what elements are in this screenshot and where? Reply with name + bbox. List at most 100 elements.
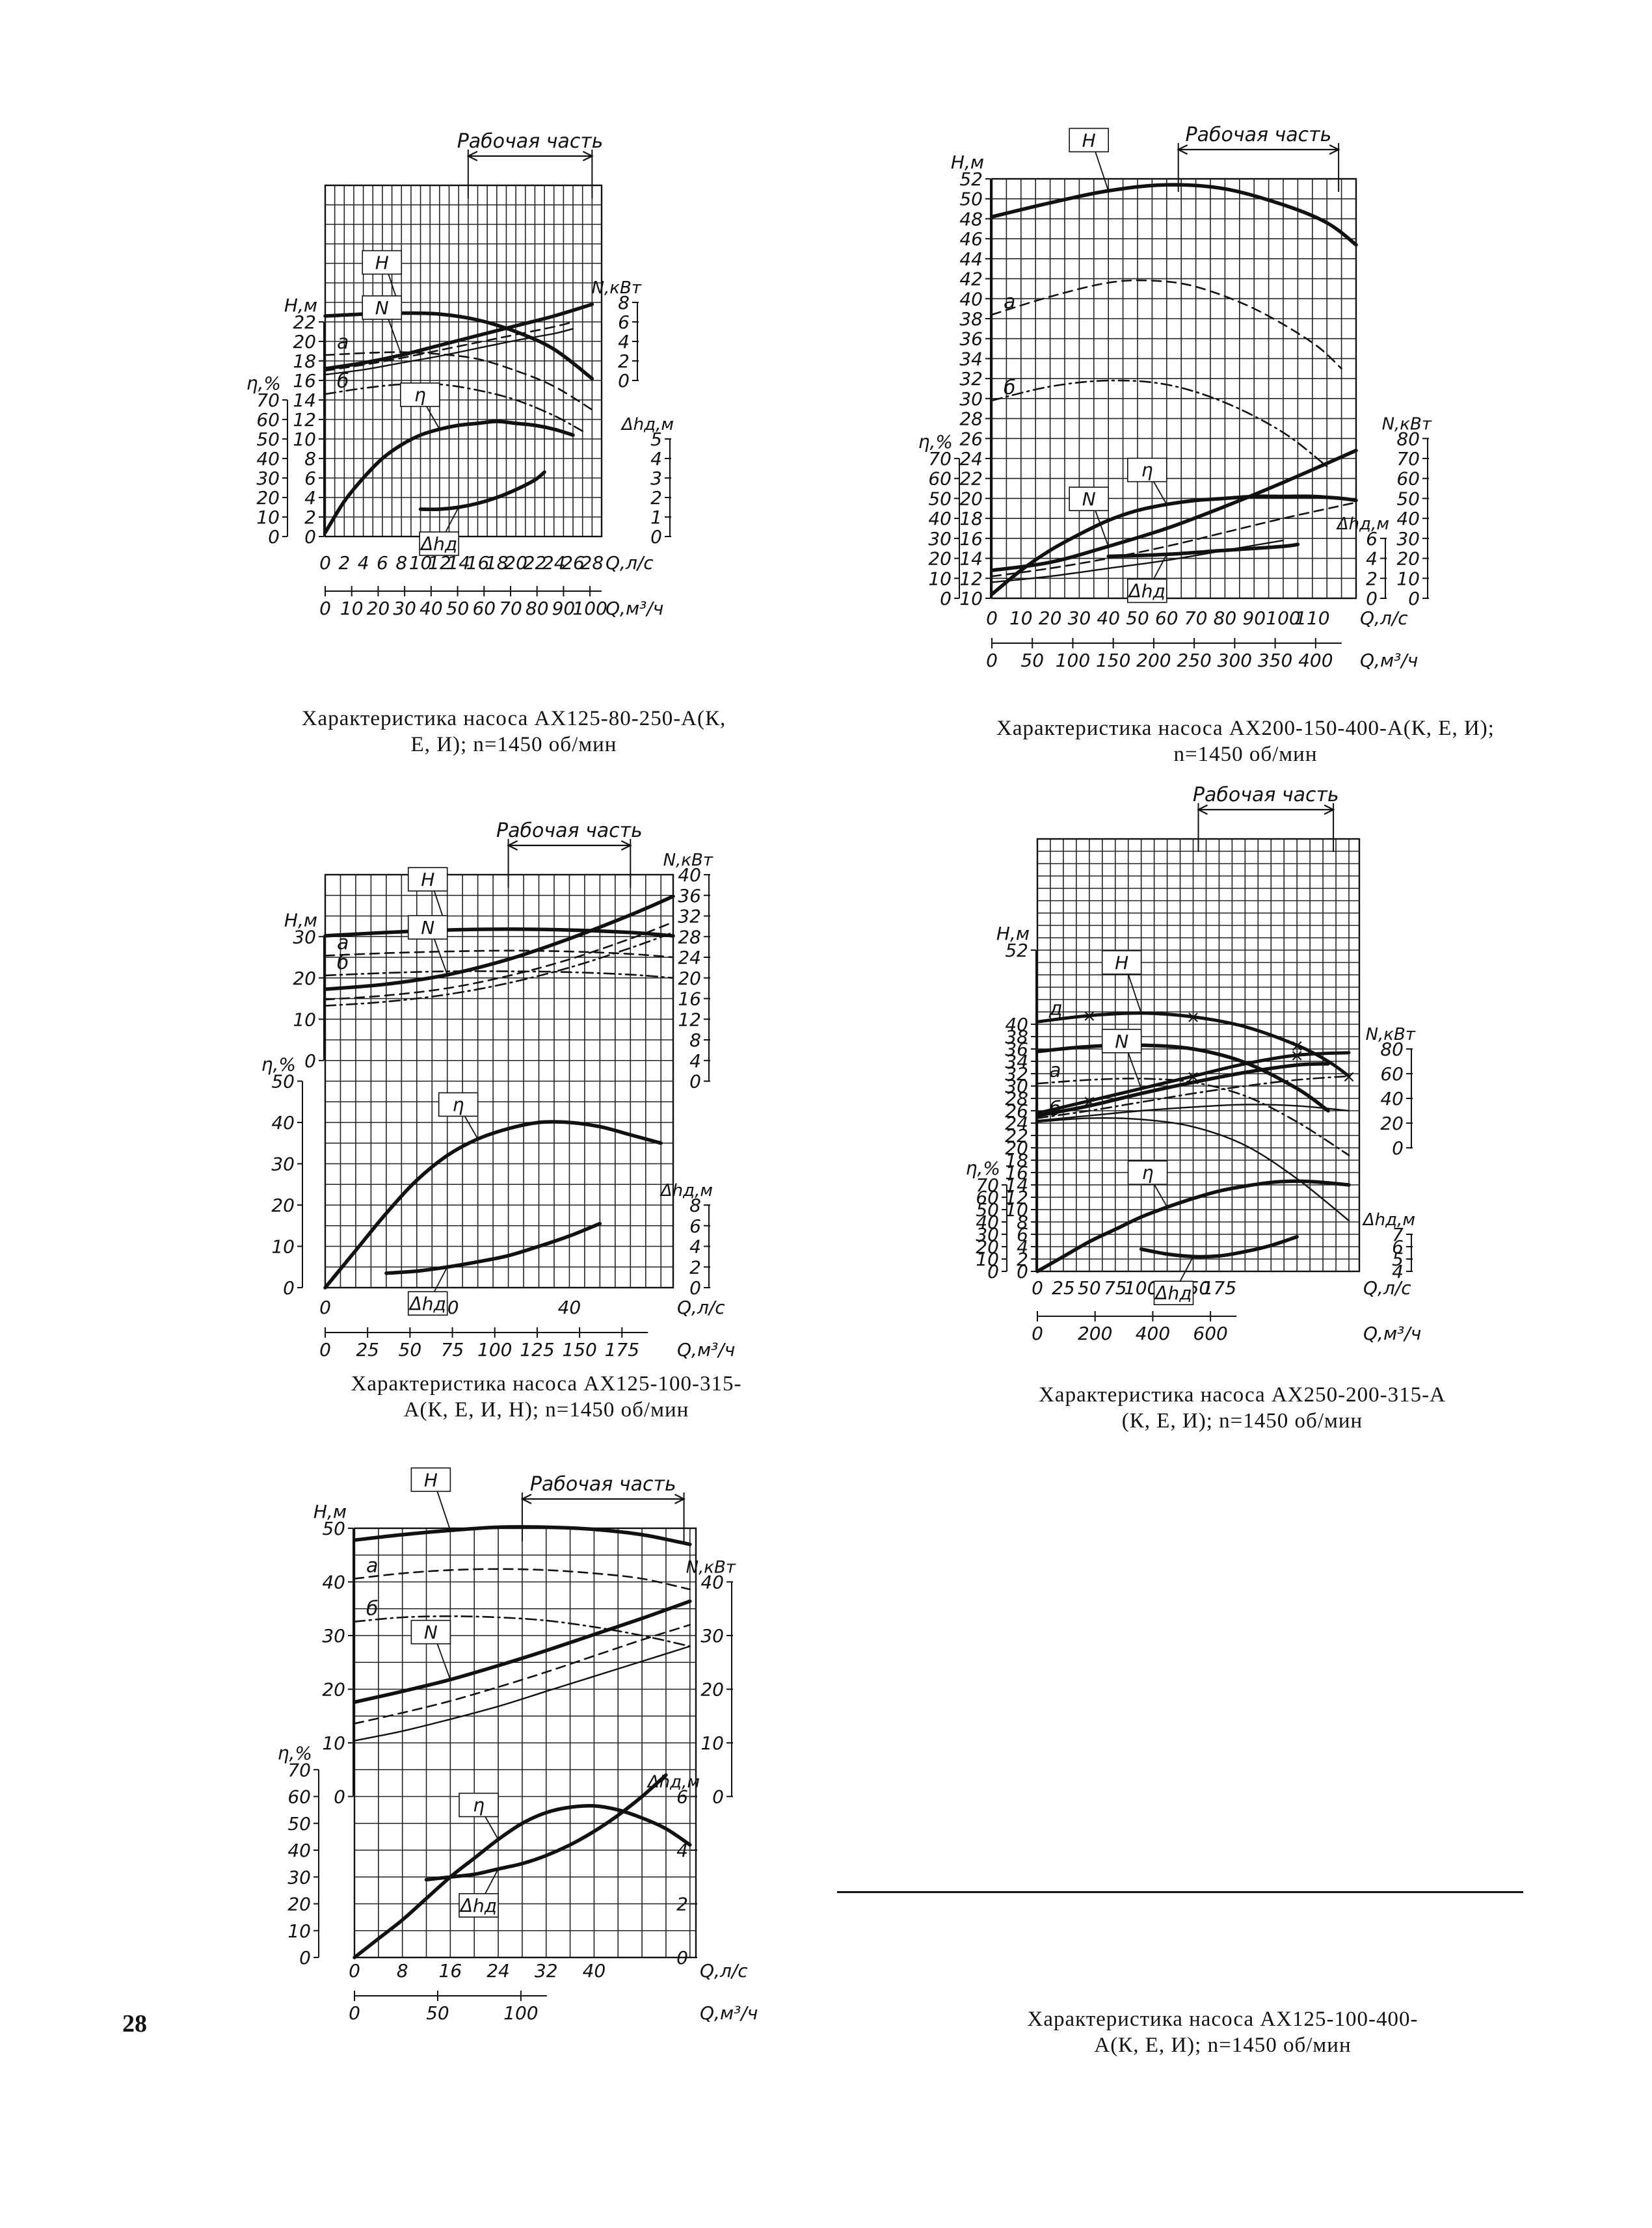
H-tick-label: 6 [304, 468, 316, 489]
H-tick-label: 10 [293, 1009, 316, 1030]
eta-tick-label: 50 [256, 429, 280, 450]
H-tick-label: 16 [293, 370, 316, 391]
N-tick-label: 20 [1380, 1113, 1404, 1134]
x-tick-label: 0 [349, 1960, 360, 1982]
x2-tick-label: 25 [356, 1339, 379, 1360]
plot-frame [991, 178, 1357, 600]
x2-tick-label: 175 [605, 1339, 639, 1360]
x-tick-label: 80 [1214, 607, 1237, 629]
eta-tick-label: 40 [271, 1112, 295, 1134]
plot-frame [324, 184, 603, 538]
H-tick-label: 20 [293, 968, 316, 989]
N-callout-line [1127, 1052, 1142, 1089]
H-tick-label: 22 [959, 468, 983, 490]
x-tick-label: 25 [1052, 1277, 1075, 1299]
H-curve [991, 379, 1328, 468]
H-tick-label: 30 [1005, 1076, 1028, 1097]
eta-curve [990, 494, 1358, 596]
curve-letter-label: а [366, 1555, 378, 1578]
x2-tick-label: 80 [526, 598, 549, 619]
N-tick-label: 16 [678, 988, 701, 1010]
N-curve [1036, 1075, 1350, 1119]
x2-tick-label: 150 [562, 1339, 596, 1360]
x-tick-label: 22 [524, 552, 547, 574]
caption-line: А(К, Е, И); n=1450 об/мин [1094, 2034, 1352, 2057]
H-tick-label: 12 [959, 568, 983, 589]
H-callout-label: Н [375, 252, 389, 274]
H-tick-label: 40 [1005, 1014, 1028, 1035]
x2-tick-label: 0 [986, 650, 998, 671]
H-tick-label: 8 [1017, 1212, 1028, 1233]
H-tick-label: 18 [959, 508, 983, 529]
eta-callout-line [426, 406, 440, 430]
eta-tick-label: 40 [287, 1840, 311, 1861]
eta-tick-label: 50 [928, 488, 952, 509]
N-tick-label: 24 [678, 947, 701, 968]
dh-tick-label: 2 [650, 487, 662, 509]
H-tick-label: 18 [1005, 1150, 1028, 1171]
N-callout-label: N [421, 917, 434, 938]
eta-tick-label: 0 [940, 588, 952, 609]
H-tick-label: 0 [1017, 1261, 1028, 1282]
work-zone-label: Рабочая часть [457, 130, 604, 153]
N-axis-title: N,кВт [1366, 1025, 1416, 1044]
N-curve [1035, 1062, 1330, 1118]
eta-tick-label: 20 [287, 1894, 311, 1915]
dh-callout-line [445, 507, 459, 533]
N-tick-label: 12 [678, 1009, 701, 1030]
x2-tick-label: 300 [1218, 650, 1252, 671]
dh-tick-label: 6 [1392, 1236, 1404, 1258]
H-tick-label: 30 [322, 1625, 345, 1647]
dh-callout-label: Δhд [408, 1293, 446, 1314]
N-tick-label: 0 [1392, 1137, 1404, 1159]
H-curve [991, 279, 1342, 370]
H-curve [353, 1568, 691, 1591]
H-marker: × [1082, 1007, 1097, 1026]
x-axis-title: Q,л/с [700, 1960, 748, 1982]
H-tick-label: 6 [1017, 1224, 1028, 1245]
dh-tick-label: 5 [650, 429, 662, 450]
x-tick-label: 8 [395, 552, 407, 574]
x2-tick-label: 100 [572, 598, 607, 619]
eta-callout-box [1126, 457, 1167, 483]
x2-tick-label: 0 [319, 598, 331, 619]
eta-callout-line [1153, 1184, 1168, 1208]
H-tick-label: 0 [334, 1786, 345, 1808]
H-curve [324, 949, 674, 959]
N-callout-line [433, 938, 448, 975]
H-callout-line [1095, 152, 1110, 191]
x2-tick-label: 30 [393, 598, 416, 619]
H-tick-label: 10 [322, 1732, 345, 1754]
N-callout-label: N [1082, 488, 1096, 510]
x-tick-label: 16 [439, 1960, 462, 1982]
x-tick-label: 20 [1039, 607, 1062, 629]
eta-tick-label: 50 [976, 1199, 999, 1221]
N-tick-label: 0 [618, 370, 630, 391]
N-tick-label: 0 [712, 1786, 724, 1808]
x2-axis-title: Q,м³/ч [700, 2002, 758, 2024]
x-tick-label: 0 [319, 552, 331, 574]
N-curve [324, 921, 674, 1001]
x-axis-title: Q,л/с [606, 552, 654, 574]
x2-axis-title: Q,м³/ч [1363, 1323, 1421, 1344]
N-curve [353, 1599, 692, 1704]
x-tick-label: 10 [1009, 607, 1033, 629]
H-curve [323, 927, 675, 938]
N-curve [324, 321, 574, 372]
dh-axis-title: Δhд,м [659, 1181, 713, 1200]
caption-2: Характеристика насоса АХ200-150-400-А(К,… [937, 715, 1554, 767]
H-tick-label: 14 [959, 548, 983, 570]
eta-tick-label: 50 [271, 1071, 295, 1093]
H-tick-label: 22 [1005, 1125, 1028, 1147]
eta-tick-label: 60 [256, 409, 280, 431]
H-callout-box [1069, 127, 1109, 153]
H-tick-label: 36 [1005, 1039, 1028, 1060]
x-tick-label: 40 [583, 1960, 606, 1982]
N-callout-label: N [1115, 1031, 1128, 1052]
N-tick-label: 70 [1396, 448, 1420, 470]
N-tick-label: 0 [1408, 588, 1420, 609]
H-callout-box [407, 867, 448, 892]
H-curve [324, 382, 583, 432]
caption-line: n=1450 об/мин [1173, 743, 1318, 766]
dh-tick-label: 0 [650, 526, 662, 548]
